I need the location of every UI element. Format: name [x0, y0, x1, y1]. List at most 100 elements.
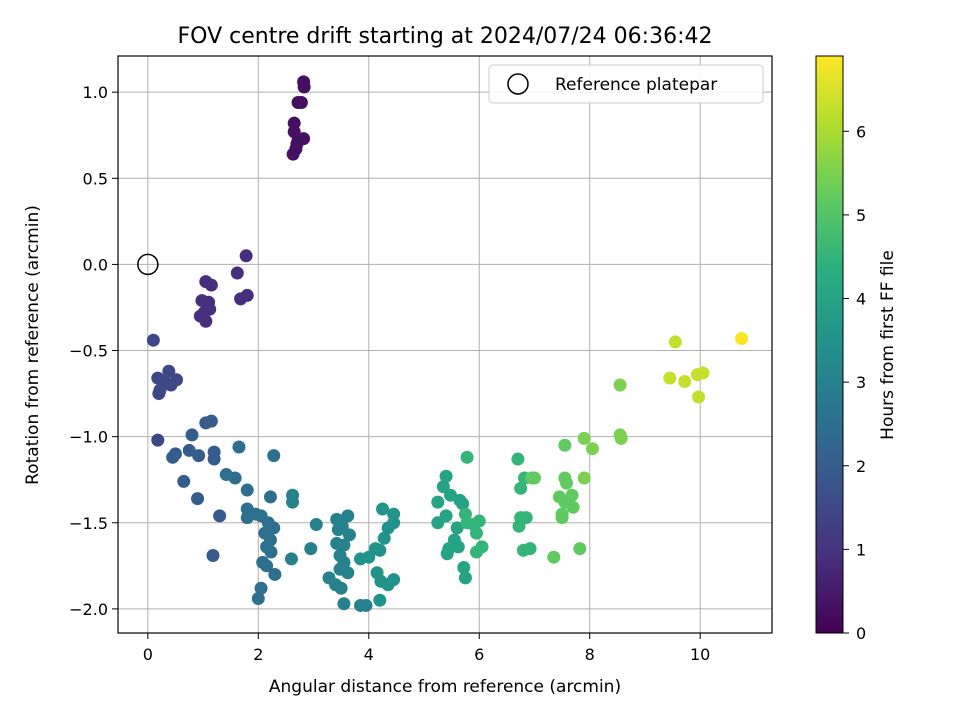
data-point: [254, 581, 268, 595]
data-point: [284, 552, 298, 566]
data-point: [353, 552, 367, 566]
data-point: [268, 567, 282, 581]
data-point: [469, 545, 483, 559]
data-point: [511, 452, 525, 466]
data-point: [692, 390, 706, 404]
colorbar-tick-label: 3: [856, 373, 866, 392]
data-point: [177, 474, 191, 488]
data-point: [431, 516, 445, 530]
data-point: [696, 366, 710, 380]
data-point: [555, 511, 569, 525]
x-tick-label: 0: [143, 645, 153, 664]
data-point: [577, 431, 591, 445]
colorbar-ticks: 0 1 2 3 4 5 6: [843, 122, 866, 643]
legend-marker-reference: [507, 73, 529, 95]
data-point: [668, 335, 682, 349]
colorbar-tick-label: 4: [856, 290, 866, 309]
data-point: [240, 511, 254, 525]
data-point: [613, 378, 627, 392]
data-point: [678, 375, 692, 389]
data-point: [614, 431, 628, 445]
data-point: [192, 449, 206, 463]
data-point: [519, 511, 533, 525]
data-point: [286, 147, 300, 161]
data-points: [146, 75, 749, 612]
data-point: [376, 502, 390, 516]
data-point: [162, 364, 176, 378]
x-tick-label: 8: [585, 645, 595, 664]
legend-entry-reference: Reference platepar: [555, 75, 717, 95]
y-tick-label: 1.0: [83, 83, 108, 102]
data-point: [450, 521, 464, 535]
data-point: [523, 542, 537, 556]
data-point: [342, 528, 356, 542]
data-point: [436, 480, 450, 494]
data-point: [240, 483, 254, 497]
data-point: [304, 542, 318, 556]
data-point: [207, 452, 221, 466]
colorbar-label: Hours from first FF file: [878, 250, 898, 440]
data-point: [341, 566, 355, 580]
data-point: [309, 517, 323, 531]
colorbar-tick-label: 0: [856, 624, 866, 643]
data-point: [469, 526, 483, 540]
chart-title: FOV centre drift starting at 2024/07/24 …: [178, 24, 713, 49]
colorbar-tick-label: 6: [856, 122, 866, 141]
data-point: [291, 96, 305, 110]
data-point: [377, 531, 391, 545]
y-axis-ticks: −2.0 −1.5 −1.0 −0.5 0.0 0.5 1.0: [69, 83, 118, 619]
data-point: [286, 495, 300, 509]
y-tick-label: −1.0: [69, 428, 108, 447]
data-point: [337, 538, 351, 552]
data-point: [264, 545, 278, 559]
data-point: [232, 440, 246, 454]
data-point: [457, 561, 471, 575]
data-point: [431, 495, 445, 509]
data-point: [151, 433, 165, 447]
y-tick-label: 0.0: [83, 255, 108, 274]
data-point: [166, 450, 180, 464]
data-point: [547, 550, 561, 564]
data-point: [251, 592, 265, 606]
reference-marker-layer: [137, 253, 159, 276]
y-axis-label: Rotation from reference (arcmin): [23, 205, 43, 485]
data-point: [373, 543, 387, 557]
data-point: [735, 331, 749, 345]
data-point: [577, 471, 591, 485]
data-point: [204, 278, 218, 292]
data-point: [573, 542, 587, 556]
plot-frame: [117, 55, 773, 634]
data-point: [213, 509, 227, 523]
data-point: [566, 500, 580, 514]
y-tick-label: −0.5: [69, 342, 108, 361]
data-point: [164, 378, 178, 392]
data-point: [514, 481, 528, 495]
x-tick-label: 4: [364, 645, 374, 664]
data-point: [458, 571, 472, 585]
legend: Reference platepar: [488, 64, 764, 104]
colorbar-tick-label: 5: [856, 206, 866, 225]
data-point: [560, 476, 574, 490]
data-point: [334, 581, 348, 595]
data-point: [234, 292, 248, 306]
x-axis-ticks: 0 2 4 6 8 10: [143, 633, 710, 664]
y-tick-label: −1.5: [69, 514, 108, 533]
data-point: [337, 597, 351, 611]
data-point: [373, 593, 387, 607]
data-point: [440, 547, 454, 561]
data-point: [152, 387, 166, 401]
x-tick-label: 6: [474, 645, 484, 664]
data-point: [228, 471, 242, 485]
colorbar-tick-label: 2: [856, 457, 866, 476]
data-point: [472, 514, 486, 528]
data-point: [199, 416, 213, 430]
data-point: [558, 438, 572, 452]
data-point: [191, 492, 205, 506]
y-tick-label: 0.5: [83, 169, 108, 188]
x-tick-label: 2: [253, 645, 263, 664]
colorbar-frame: [815, 55, 844, 634]
data-point: [585, 442, 599, 456]
data-point: [239, 249, 253, 263]
y-tick-label: −2.0: [69, 600, 108, 619]
